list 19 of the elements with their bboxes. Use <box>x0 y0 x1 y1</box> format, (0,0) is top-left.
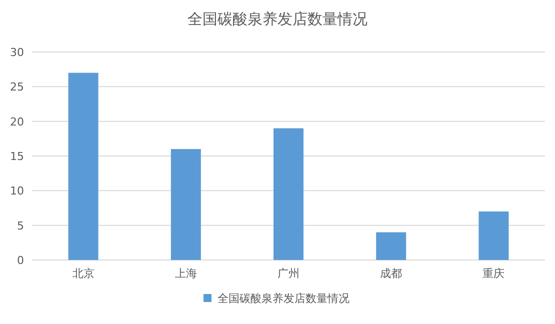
x-tick-label: 北京 <box>72 267 94 280</box>
bar <box>376 232 406 260</box>
y-tick-label: 30 <box>10 46 24 59</box>
bar <box>68 72 98 260</box>
y-tick-label: 20 <box>10 115 24 128</box>
x-tick-label: 上海 <box>174 267 197 280</box>
chart-title: 全国碳酸泉养发店数量情况 <box>188 10 368 28</box>
legend-label: 全国碳酸泉养发店数量情况 <box>218 292 350 305</box>
x-tick-label: 广州 <box>278 267 300 280</box>
bar <box>478 211 509 260</box>
y-tick-label: 15 <box>10 150 24 163</box>
bar <box>170 149 201 260</box>
y-tick-label: 5 <box>17 219 24 232</box>
y-tick-label: 25 <box>10 80 24 94</box>
y-tick-label: 10 <box>10 184 24 198</box>
y-tick-label: 0 <box>17 254 24 267</box>
x-tick-label: 重庆 <box>482 267 505 280</box>
x-tick-label: 成都 <box>380 267 402 280</box>
bar <box>274 128 304 260</box>
